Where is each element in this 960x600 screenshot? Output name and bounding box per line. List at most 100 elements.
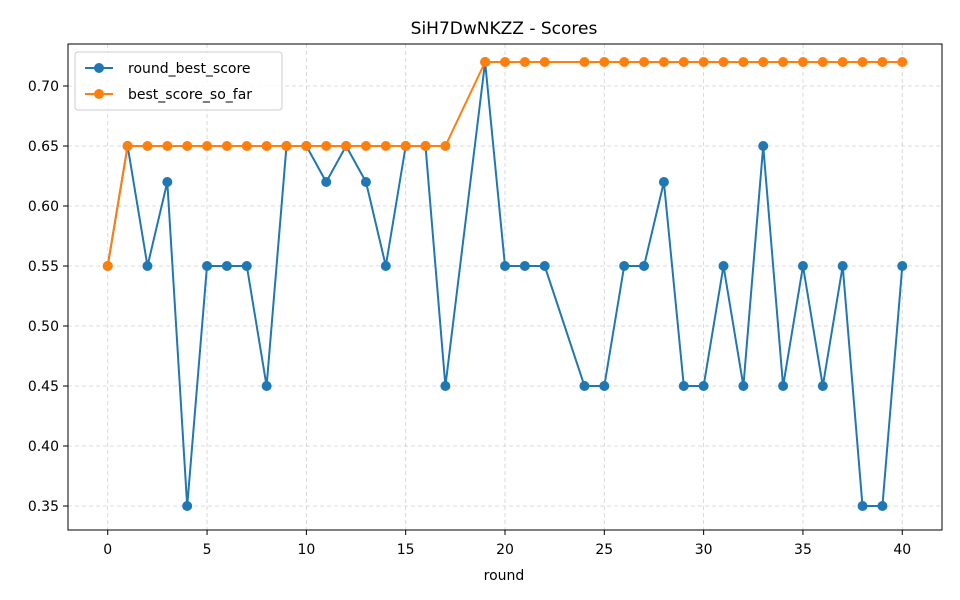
legend-label-best-score-so-far: best_score_so_far xyxy=(128,87,252,103)
data-point-round-best-score xyxy=(380,261,391,271)
data-point-round-best-score xyxy=(857,501,868,511)
data-point-best-score-so-far xyxy=(341,141,352,151)
series-layer xyxy=(102,57,908,511)
data-point-round-best-score xyxy=(539,261,550,271)
data-point-best-score-so-far xyxy=(837,57,848,67)
data-point-best-score-so-far xyxy=(301,141,312,151)
data-point-best-score-so-far xyxy=(738,57,749,67)
data-point-round-best-score xyxy=(182,501,193,511)
data-point-best-score-so-far xyxy=(857,57,868,67)
data-point-round-best-score xyxy=(797,261,808,271)
y-tick-label: 0.50 xyxy=(28,319,59,335)
data-point-round-best-score xyxy=(698,381,709,391)
data-point-best-score-so-far xyxy=(380,141,391,151)
data-point-best-score-so-far xyxy=(261,141,272,151)
y-axis: 0.35 0.40 0.45 0.50 0.55 0.60 0.65 0.70 xyxy=(28,79,68,515)
data-point-best-score-so-far xyxy=(539,57,550,67)
data-point-round-best-score xyxy=(579,381,590,391)
data-point-best-score-so-far xyxy=(480,57,491,67)
data-point-best-score-so-far xyxy=(639,57,650,67)
data-point-round-best-score xyxy=(758,141,769,151)
data-point-round-best-score xyxy=(500,261,510,271)
data-point-round-best-score xyxy=(837,261,848,271)
x-tick-label: 25 xyxy=(595,542,613,558)
legend: round_best_score best_score_so_far xyxy=(74,51,283,111)
data-point-round-best-score xyxy=(241,261,252,271)
legend-box xyxy=(74,51,283,111)
y-tick-label: 0.45 xyxy=(28,379,59,395)
data-point-best-score-so-far xyxy=(758,57,769,67)
data-point-round-best-score xyxy=(162,177,173,187)
x-tick-label: 35 xyxy=(794,542,812,558)
x-tick-label: 0 xyxy=(103,542,112,558)
data-point-best-score-so-far xyxy=(797,57,808,67)
data-point-round-best-score xyxy=(718,261,729,271)
data-point-round-best-score xyxy=(142,261,153,271)
data-point-round-best-score xyxy=(778,381,789,391)
data-point-round-best-score xyxy=(221,261,232,271)
data-point-best-score-so-far xyxy=(102,261,113,271)
data-point-round-best-score xyxy=(360,177,371,187)
data-point-best-score-so-far xyxy=(778,57,789,67)
data-point-best-score-so-far xyxy=(420,141,431,151)
y-tick-label: 0.40 xyxy=(28,439,59,455)
data-point-best-score-so-far xyxy=(400,141,411,151)
data-point-round-best-score xyxy=(658,177,669,187)
x-tick-label: 10 xyxy=(297,542,315,558)
data-point-round-best-score xyxy=(619,261,630,271)
x-tick-label: 20 xyxy=(496,542,514,558)
data-point-best-score-so-far xyxy=(500,57,510,67)
data-point-best-score-so-far xyxy=(718,57,729,67)
data-point-round-best-score xyxy=(202,261,213,271)
x-tick-label: 15 xyxy=(397,542,415,558)
legend-label-round-best-score: round_best_score xyxy=(128,61,251,77)
y-tick-label: 0.65 xyxy=(28,139,59,155)
x-tick-label: 40 xyxy=(893,542,911,558)
x-tick-label: 5 xyxy=(203,542,212,558)
data-point-best-score-so-far xyxy=(122,141,133,151)
x-axis-label: round xyxy=(484,568,525,584)
data-point-best-score-so-far xyxy=(281,141,292,151)
data-point-round-best-score xyxy=(639,261,650,271)
data-point-best-score-so-far xyxy=(202,141,213,151)
legend-marker-best-score-so-far xyxy=(94,89,104,99)
legend-marker-round-best-score xyxy=(94,63,104,73)
y-tick-label: 0.70 xyxy=(28,79,59,95)
y-tick-label: 0.35 xyxy=(28,499,59,515)
data-point-best-score-so-far xyxy=(698,57,709,67)
x-tick-label: 30 xyxy=(695,542,713,558)
data-point-round-best-score xyxy=(599,381,610,391)
data-point-best-score-so-far xyxy=(142,141,153,151)
data-point-best-score-so-far xyxy=(579,57,590,67)
data-point-best-score-so-far xyxy=(877,57,888,67)
data-point-best-score-so-far xyxy=(162,141,173,151)
data-point-round-best-score xyxy=(519,261,530,271)
data-point-round-best-score xyxy=(261,381,272,391)
series-best-score-so-far xyxy=(102,57,908,271)
y-tick-label: 0.60 xyxy=(28,199,59,215)
data-point-best-score-so-far xyxy=(440,141,451,151)
data-point-round-best-score xyxy=(897,261,908,271)
data-point-round-best-score xyxy=(440,381,451,391)
data-point-round-best-score xyxy=(321,177,332,187)
data-point-best-score-so-far xyxy=(658,57,669,67)
x-axis: 0 5 10 15 20 25 30 35 40 xyxy=(103,530,911,558)
data-point-best-score-so-far xyxy=(817,57,828,67)
y-tick-label: 0.55 xyxy=(28,259,59,275)
data-point-best-score-so-far xyxy=(321,141,332,151)
chart-title: SiH7DwNKZZ - Scores xyxy=(411,19,598,39)
data-point-best-score-so-far xyxy=(599,57,610,67)
data-point-best-score-so-far xyxy=(678,57,689,67)
data-point-round-best-score xyxy=(738,381,749,391)
data-point-best-score-so-far xyxy=(360,141,371,151)
data-point-best-score-so-far xyxy=(221,141,232,151)
data-point-best-score-so-far xyxy=(182,141,193,151)
data-point-round-best-score xyxy=(877,501,888,511)
data-point-best-score-so-far xyxy=(519,57,530,67)
data-point-round-best-score xyxy=(817,381,828,391)
data-point-best-score-so-far xyxy=(897,57,908,67)
data-point-best-score-so-far xyxy=(241,141,252,151)
data-point-best-score-so-far xyxy=(619,57,630,67)
data-point-round-best-score xyxy=(678,381,689,391)
